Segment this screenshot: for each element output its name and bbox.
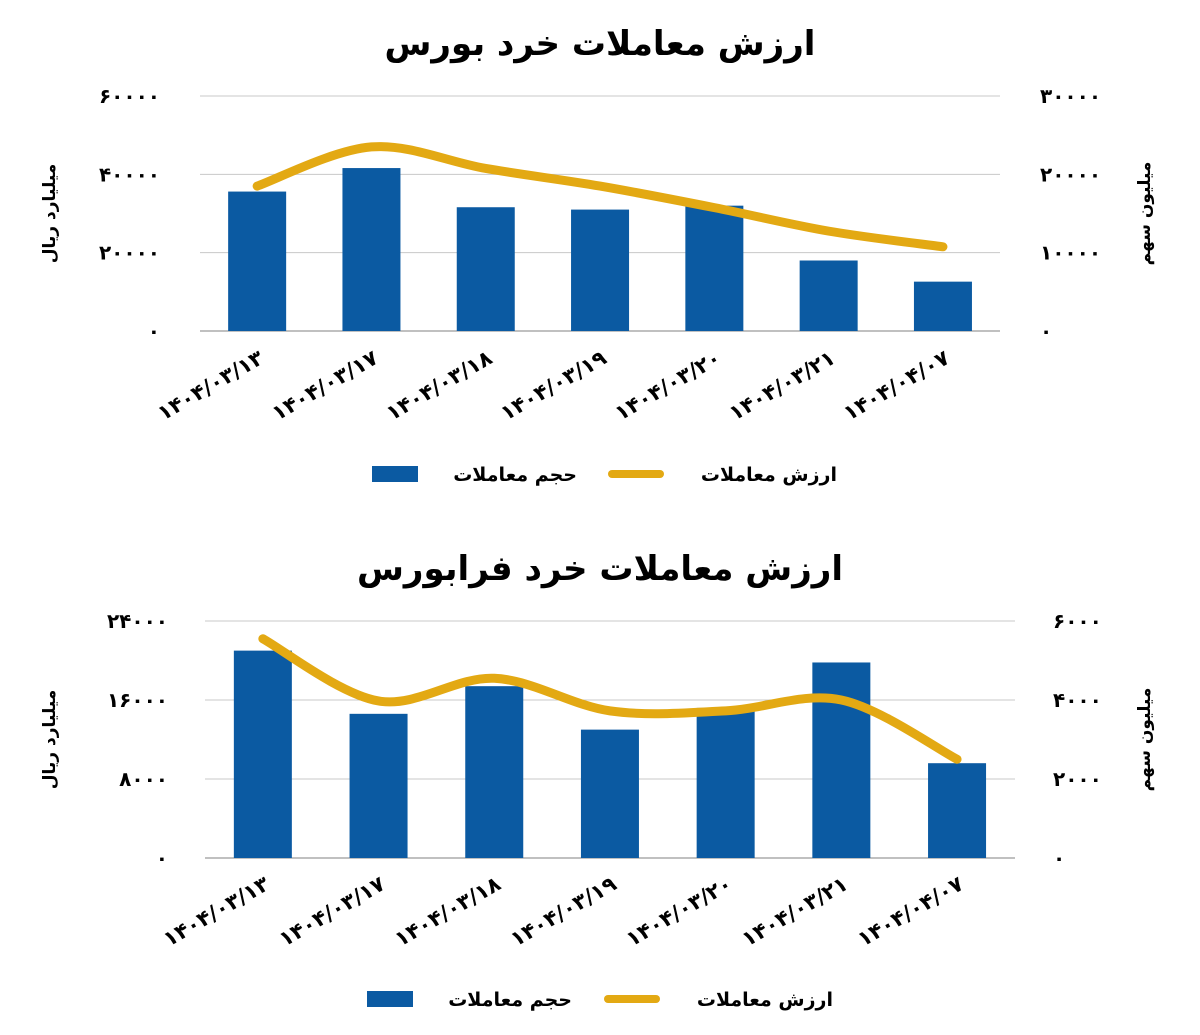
- legend-bar-swatch: [372, 466, 418, 482]
- y-tick-right: ۰: [1053, 846, 1065, 870]
- bar: [342, 168, 401, 331]
- chart-1: ارزش معاملات خرد بورس ۰ ۰ ۲۰۰۰۰ ۱۰۰۰۰ ۴۰۰۰۰ ۲۰…: [40, 24, 1155, 486]
- y-tick-left: ۸۰۰۰: [119, 767, 168, 791]
- bar: [233, 650, 292, 858]
- x-tick-label: ۱۴۰۴/۰۳/۱۹: [506, 871, 620, 951]
- y-tick-right: ۲۰۰۰۰: [1040, 162, 1101, 186]
- y-tick-left: ۱۶۰۰۰: [107, 688, 168, 712]
- bar: [696, 707, 755, 858]
- y-tick-right: ۰: [1040, 319, 1052, 343]
- legend: حجم معاملات ارزش معاملات: [372, 464, 837, 486]
- x-tick-label: ۱۴۰۴/۰۴/۰۷: [839, 345, 953, 425]
- y-tick-right: ۶۰۰۰: [1053, 609, 1102, 633]
- y-tick-right: ۴۰۰۰: [1053, 688, 1102, 712]
- y-tick-left: ۴۰۰۰۰: [99, 162, 160, 186]
- x-tick-label: ۱۴۰۴/۰۳/۲۰: [611, 346, 725, 426]
- x-tick-label: ۱۴۰۴/۰۴/۰۷: [853, 871, 967, 951]
- bar: [928, 763, 987, 858]
- y-tick-left: ۶۰۰۰۰: [99, 84, 160, 108]
- y-tick-right: ۳۰۰۰۰: [1040, 84, 1101, 108]
- bar: [456, 207, 515, 331]
- x-tick-label: ۱۴۰۴/۰۳/۲۱: [725, 346, 839, 426]
- bar: [465, 686, 524, 858]
- bar: [580, 729, 639, 858]
- bar: [913, 281, 972, 331]
- y-axis-label-right: میلیون سهم: [1135, 688, 1155, 792]
- x-tick-label: ۱۴۰۴/۰۳/۱۷: [275, 871, 389, 951]
- chart-title: ارزش معاملات خرد فرابورس: [357, 549, 843, 589]
- chart-2: ارزش معاملات خرد فرابورس ۰ ۰ ۸۰۰۰ ۲۰۰۰ ۱۶۰۰۰ ۴…: [40, 549, 1155, 1011]
- legend-bar-label: حجم معاملات: [448, 989, 572, 1011]
- legend-line-label: ارزش معاملات: [701, 464, 837, 486]
- x-tick-label: ۱۴۰۴/۰۳/۱۳: [154, 345, 268, 425]
- series-line: [252, 142, 948, 252]
- legend-bar-swatch: [367, 991, 413, 1007]
- y-axis-label-left: میلیارد ریال: [40, 690, 60, 789]
- bar: [799, 260, 858, 331]
- x-tick-label: ۱۴۰۴/۰۳/۱۹: [496, 345, 610, 425]
- legend: حجم معاملات ارزش معاملات: [367, 989, 833, 1011]
- series-line: [258, 634, 962, 764]
- x-tick-label: ۱۴۰۴/۰۳/۱۳: [159, 871, 273, 951]
- x-tick-label: ۱۴۰۴/۰۳/۱۷: [268, 345, 382, 425]
- bar: [228, 191, 287, 331]
- x-tick-label: ۱۴۰۴/۰۳/۱۸: [391, 871, 505, 951]
- y-tick-left: ۲۴۰۰۰: [107, 609, 168, 633]
- y-axis-label-right: میلیون سهم: [1135, 162, 1155, 266]
- y-axis-label-left: میلیارد ریال: [40, 164, 60, 263]
- bar: [812, 662, 871, 858]
- chart-title: ارزش معاملات خرد بورس: [385, 24, 816, 64]
- y-tick-left: ۲۰۰۰۰: [99, 241, 160, 265]
- legend-line-label: ارزش معاملات: [697, 989, 833, 1011]
- legend-bar-label: حجم معاملات: [453, 464, 577, 486]
- y-tick-left: ۰: [156, 846, 168, 870]
- x-tick-label: ۱۴۰۴/۰۳/۱۸: [382, 345, 496, 425]
- y-tick-right: ۱۰۰۰۰: [1040, 241, 1101, 265]
- bar: [571, 209, 630, 331]
- x-tick-label: ۱۴۰۴/۰۳/۲۰: [622, 872, 736, 952]
- x-tick-label: ۱۴۰۴/۰۳/۲۱: [738, 872, 852, 952]
- bar: [349, 713, 408, 858]
- bar: [685, 205, 744, 331]
- y-tick-left: ۰: [148, 319, 160, 343]
- y-tick-right: ۲۰۰۰: [1053, 767, 1102, 791]
